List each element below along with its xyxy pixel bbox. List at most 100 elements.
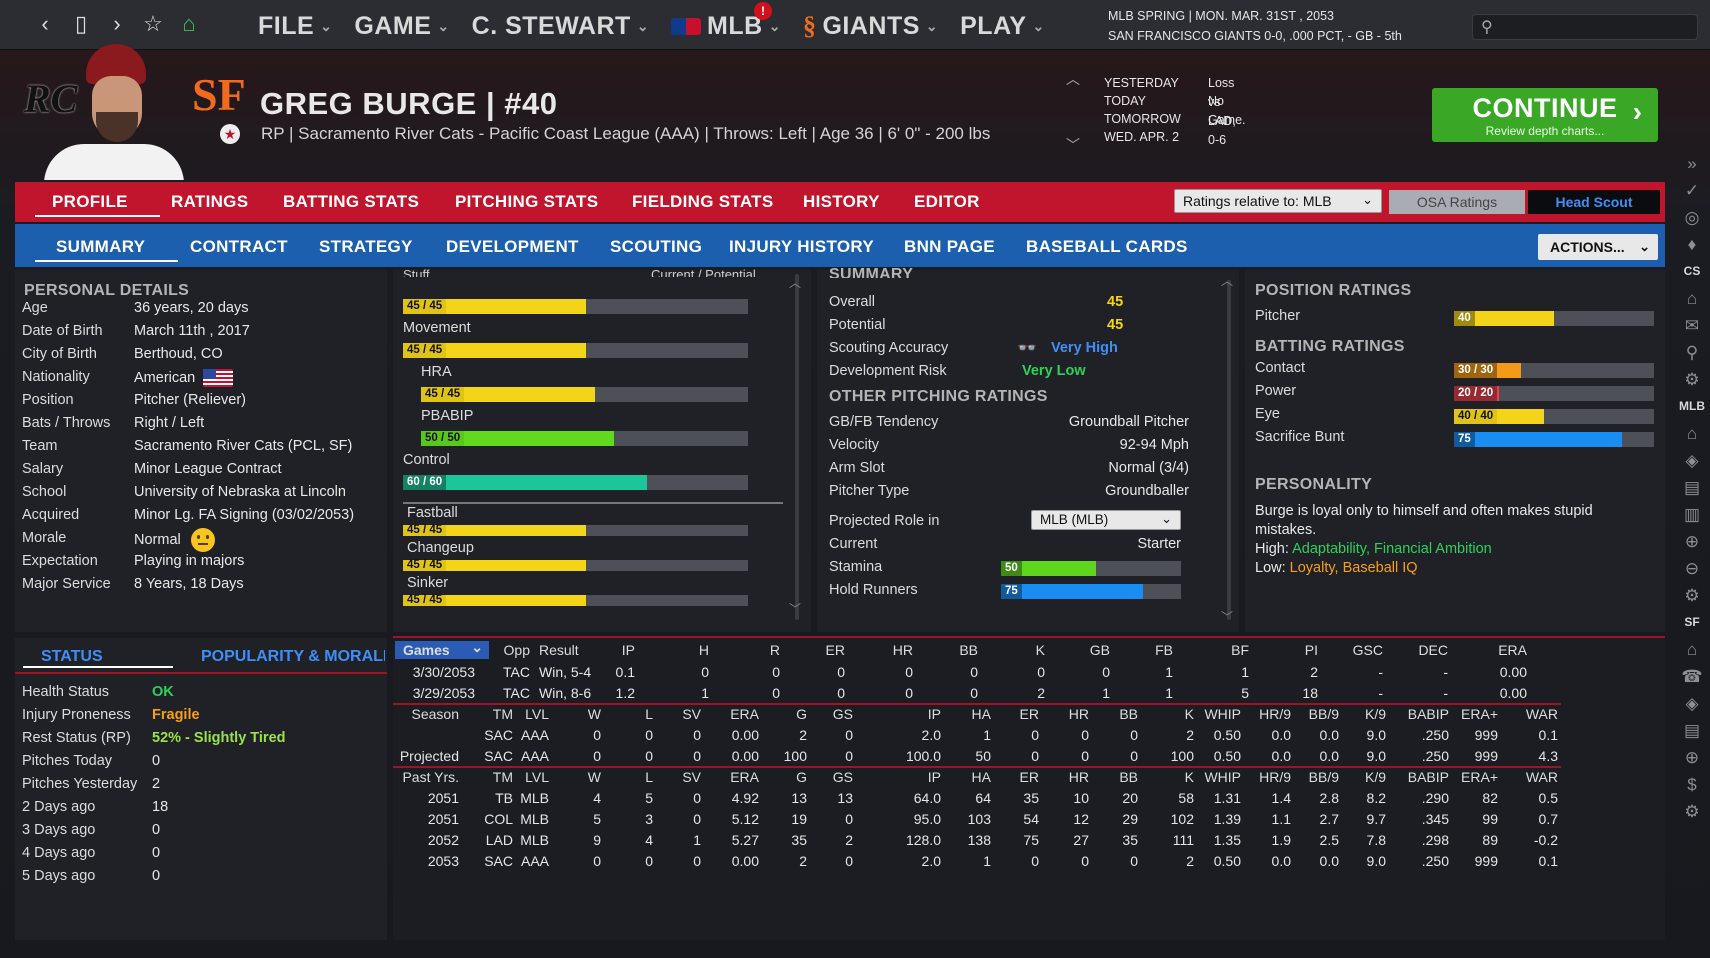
tab-scouting[interactable]: SCOUTING	[610, 237, 703, 256]
season-col-header[interactable]: GS	[832, 769, 853, 785]
season-col-header[interactable]: LVL	[525, 769, 549, 785]
rail-item-6[interactable]: ✉	[1684, 316, 1700, 335]
chevron-up-icon[interactable]: ︿	[1066, 71, 1080, 87]
tab-development[interactable]: DEVELOPMENT	[446, 237, 579, 256]
tab-baseball-cards[interactable]: BASEBALL CARDS	[1026, 237, 1188, 256]
season-col-header[interactable]: HR	[1068, 769, 1089, 785]
summary-scrollbar[interactable]	[1227, 280, 1231, 620]
past-row[interactable]: 2051 COL MLB 5 3 0 5.12 19 0 95.0 103 54 12 29 102 1.39…	[393, 809, 1561, 830]
tab-status[interactable]: STATUS	[23, 644, 173, 668]
menu-mlb[interactable]: MLB ⌄	[671, 12, 781, 41]
rail-item-5[interactable]: ⌂	[1686, 289, 1698, 308]
back-icon[interactable]: ‹	[41, 11, 49, 36]
games-col-header[interactable]: GB	[1089, 642, 1110, 658]
season-col-header[interactable]: WAR	[1525, 769, 1558, 785]
rail-item-24[interactable]: ⚙	[1684, 802, 1700, 821]
menu-file[interactable]: FILE ⌄	[258, 12, 332, 41]
tab-injury-history[interactable]: INJURY HISTORY	[729, 237, 874, 256]
season-col-header[interactable]: K	[1184, 706, 1194, 722]
rail-item-19[interactable]: ☎	[1681, 667, 1703, 686]
search-input[interactable]: ⚲	[1472, 14, 1698, 40]
tab-history[interactable]: HISTORY	[803, 192, 880, 211]
season-col-header[interactable]: LVL	[525, 706, 549, 722]
pitch-scrollbar[interactable]	[795, 274, 799, 620]
window-icon[interactable]: ▯	[74, 11, 88, 36]
rail-item-15[interactable]: ⊖	[1684, 559, 1700, 578]
season-col-header[interactable]: G	[796, 769, 807, 785]
tab-editor[interactable]: EDITOR	[914, 192, 980, 211]
chevron-down-icon[interactable]: ﹀	[789, 602, 802, 616]
rail-item-11[interactable]: ◈	[1685, 451, 1699, 470]
rail-item-23[interactable]: $	[1687, 775, 1697, 794]
season-col-header[interactable]: W	[587, 706, 601, 722]
chevron-up-icon[interactable]: ︿	[789, 276, 802, 290]
season-col-header[interactable]: HA	[971, 769, 991, 785]
rail-item-21[interactable]: ▤	[1683, 721, 1701, 740]
games-row[interactable]: 3/29/2053 TAC Win, 8-6 1.2 1 0 0 0 0 2 1 1 5 18 - - 0.00	[393, 683, 1561, 704]
rail-item-9[interactable]: MLB	[1679, 399, 1705, 413]
season-col-header[interactable]: HR/9	[1259, 706, 1291, 722]
menu-manager[interactable]: C. STEWART ⌄	[472, 12, 649, 41]
past-row[interactable]: 2051 TB MLB 4 5 0 4.92 13 13 64.0 64 35 10 20 58 1.31 1.…	[393, 788, 1561, 809]
games-select[interactable]: Games ⌄	[395, 639, 489, 659]
games-col-header[interactable]: K	[1035, 642, 1045, 658]
chevron-down-icon[interactable]: ﹀	[1221, 610, 1234, 624]
season-col-header[interactable]: GS	[832, 706, 853, 722]
season-col-header[interactable]: Season	[411, 706, 459, 722]
rail-item-13[interactable]: ▥	[1683, 505, 1701, 524]
tab-bnn-page[interactable]: BNN PAGE	[904, 237, 995, 256]
season-col-header[interactable]: ERA+	[1461, 706, 1498, 722]
rail-item-17[interactable]: SF	[1684, 615, 1700, 629]
rail-item-20[interactable]: ◈	[1685, 694, 1699, 713]
games-col-header[interactable]: ER	[825, 642, 845, 658]
season-col-header[interactable]: G	[796, 706, 807, 722]
tab-fielding-stats[interactable]: FIELDING STATS	[632, 192, 774, 211]
season-col-header[interactable]: WHIP	[1204, 706, 1241, 722]
rail-item-8[interactable]: ⚙	[1684, 370, 1700, 389]
rail-item-12[interactable]: ▤	[1683, 478, 1701, 497]
season-col-header[interactable]: TM	[492, 706, 513, 722]
tab-batting-stats[interactable]: BATTING STATS	[283, 192, 420, 211]
season-col-header[interactable]: L	[645, 706, 653, 722]
rail-item-16[interactable]: ⚙	[1684, 586, 1700, 605]
tab-popularity[interactable]: POPULARITY & MORALE	[185, 644, 385, 668]
season-col-header[interactable]: HR	[1068, 706, 1089, 722]
season-col-header[interactable]: ERA+	[1461, 769, 1498, 785]
past-row[interactable]: 2052 LAD MLB 9 4 1 5.27 35 2 128.0 138 75 27 35 111 1.3…	[393, 830, 1561, 851]
menu-play[interactable]: PLAY ⌄	[960, 12, 1045, 41]
season-col-header[interactable]: WAR	[1525, 706, 1558, 722]
head-scout-button[interactable]: Head Scout	[1528, 190, 1660, 214]
season-col-header[interactable]: HA	[971, 706, 991, 722]
season-col-header[interactable]: SV	[682, 769, 701, 785]
season-col-header[interactable]: BB/9	[1308, 706, 1339, 722]
rail-item-2[interactable]: ◎	[1684, 208, 1700, 227]
rail-item-22[interactable]: ⊕	[1684, 748, 1700, 767]
actions-button[interactable]: ACTIONS... ⌄	[1538, 234, 1658, 260]
season-col-header[interactable]: WHIP	[1204, 769, 1241, 785]
games-col-header[interactable]: GSC	[1352, 642, 1383, 658]
games-col-header[interactable]: Result	[539, 642, 579, 658]
rail-item-14[interactable]: ⊕	[1684, 532, 1700, 551]
season-col-header[interactable]: BABIP	[1407, 706, 1449, 722]
season-col-header[interactable]: HR/9	[1259, 769, 1291, 785]
season-col-header[interactable]: BB	[1119, 769, 1138, 785]
rail-item-18[interactable]: ⌂	[1686, 640, 1698, 659]
menu-giants[interactable]: § GIANTS ⌄	[803, 11, 938, 41]
chevron-down-icon[interactable]: ﹀	[1066, 137, 1080, 153]
chevron-up-icon[interactable]: ︿	[1221, 274, 1234, 288]
ratings-relative-select[interactable]: Ratings relative to: MLB ⌄	[1174, 189, 1382, 213]
past-row[interactable]: 2053 SAC AAA 0 0 0 0.00 2 0 2.0 1 0 0 0 2 0.50 0.0 0.0 9.0…	[393, 851, 1561, 872]
tab-summary[interactable]: SUMMARY	[56, 237, 146, 256]
rail-item-10[interactable]: ⌂	[1686, 424, 1698, 443]
rail-item-3[interactable]: ♦	[1687, 235, 1697, 254]
tab-pitching-stats[interactable]: PITCHING STATS	[455, 192, 599, 211]
games-col-header[interactable]: BF	[1231, 642, 1249, 658]
tab-ratings[interactable]: RATINGS	[171, 192, 249, 211]
season-col-header[interactable]: L	[645, 769, 653, 785]
menu-game[interactable]: GAME ⌄	[354, 12, 449, 41]
tab-strategy[interactable]: STRATEGY	[319, 237, 413, 256]
forward-icon[interactable]: ›	[113, 11, 121, 36]
season-col-header[interactable]: SV	[682, 706, 701, 722]
games-col-header[interactable]: ERA	[1498, 642, 1527, 658]
season-col-header[interactable]: K/9	[1364, 706, 1386, 722]
